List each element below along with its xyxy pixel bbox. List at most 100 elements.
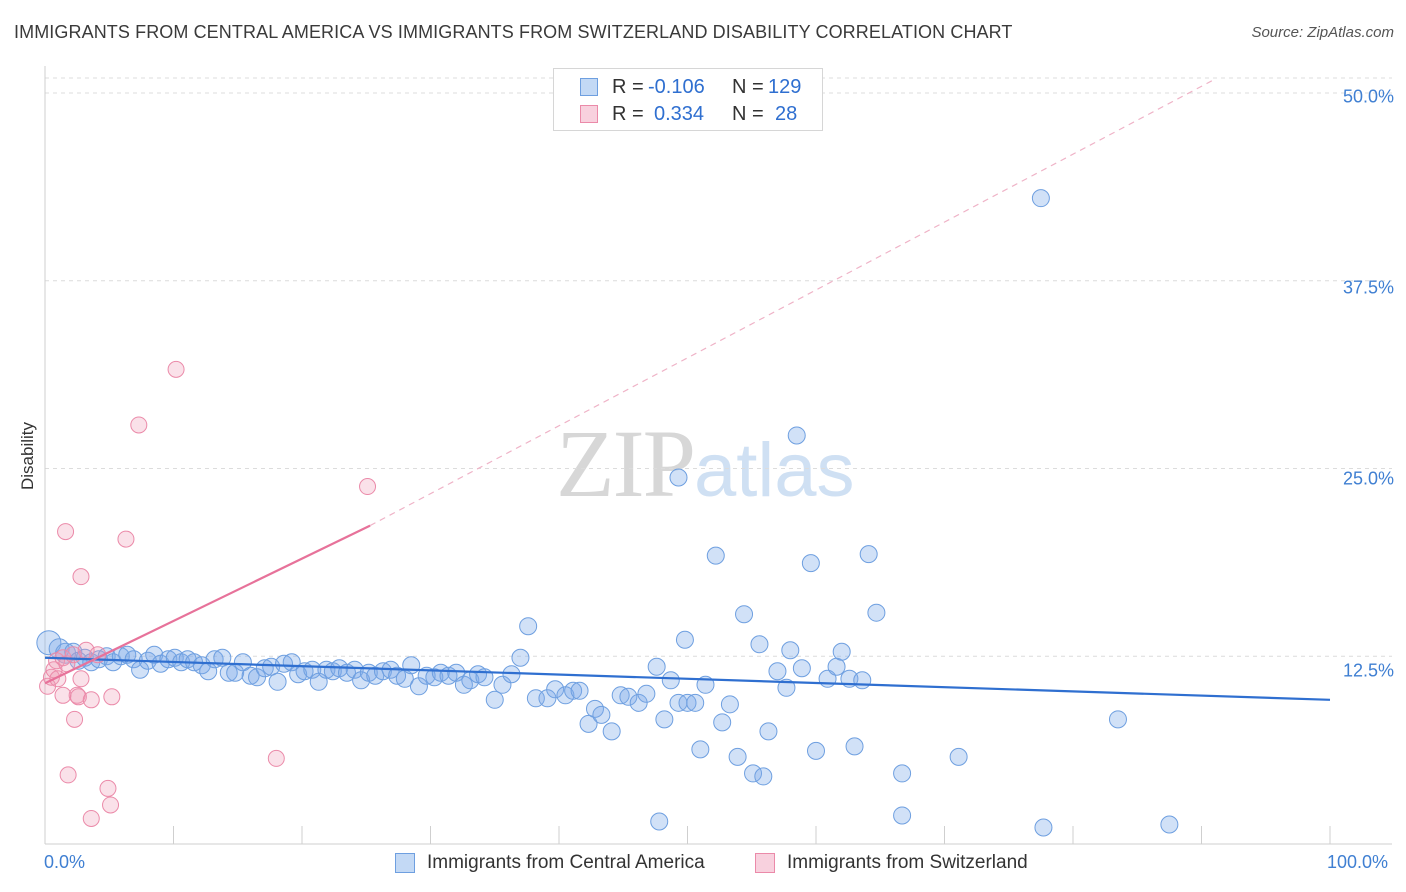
data-point-switzerland <box>69 688 87 706</box>
data-point-central-america <box>36 630 62 656</box>
data-point-central-america <box>720 695 739 714</box>
data-point-switzerland <box>167 360 185 378</box>
n-value: 28 <box>775 103 798 125</box>
n-value: 129 <box>768 76 802 98</box>
data-point-central-america <box>546 680 565 699</box>
data-point-central-america <box>519 617 538 636</box>
legend-swatch-pink <box>755 853 775 873</box>
data-point-switzerland <box>54 686 72 704</box>
data-point-central-america <box>118 645 137 664</box>
data-point-central-america <box>409 677 428 696</box>
grid-lines <box>45 77 1392 657</box>
x-tick-label: 0.0% <box>44 852 86 872</box>
legend-swatch-blue <box>580 78 598 96</box>
data-point-central-america <box>853 671 872 690</box>
data-point-central-america <box>650 812 669 831</box>
data-point-switzerland <box>72 670 90 688</box>
data-point-central-america <box>845 737 864 756</box>
data-point-central-america <box>602 722 621 741</box>
chart-title: IMMIGRANTS FROM CENTRAL AMERICA VS IMMIG… <box>14 22 1013 42</box>
data-point-switzerland <box>82 809 100 827</box>
data-point-central-america <box>691 740 710 759</box>
data-point-central-america <box>124 650 143 669</box>
data-point-central-america <box>629 693 648 712</box>
data-point-central-america <box>735 605 754 624</box>
data-point-central-america <box>777 678 796 697</box>
watermark-zip: ZIP <box>556 410 696 517</box>
data-point-central-america <box>781 641 800 660</box>
data-point-central-america <box>754 767 773 786</box>
data-point-central-america <box>655 710 674 729</box>
legend-swatch-blue <box>395 853 415 873</box>
n-label: N = <box>732 103 764 125</box>
data-point-central-america <box>493 675 512 694</box>
data-point-central-america <box>579 714 598 733</box>
data-point-switzerland <box>359 478 377 496</box>
data-point-central-america <box>373 662 392 681</box>
data-point-central-america <box>345 660 364 679</box>
data-point-central-america <box>787 426 806 445</box>
source-label: Source: ZipAtlas.com <box>1251 24 1394 41</box>
x-tick-label: 100.0% <box>1327 852 1389 872</box>
data-point-central-america <box>713 713 732 732</box>
data-point-switzerland <box>117 530 135 548</box>
data-point-central-america <box>1031 189 1050 208</box>
data-point-switzerland <box>103 688 121 706</box>
data-point-central-america <box>859 545 878 564</box>
data-point-central-america <box>792 659 811 678</box>
legend-swatch-pink <box>580 105 598 123</box>
data-point-central-america <box>807 741 825 760</box>
data-point-central-america <box>661 671 680 690</box>
data-point-central-america <box>744 764 763 783</box>
data-point-central-america <box>1108 710 1127 729</box>
data-point-central-america <box>275 654 294 673</box>
data-point-switzerland <box>66 710 84 728</box>
data-point-central-america <box>248 668 267 687</box>
trend-lines <box>44 78 1331 701</box>
data-point-central-america <box>454 675 473 694</box>
r-value: 0.334 <box>654 103 705 125</box>
data-point-central-america <box>352 671 371 690</box>
watermark-atlas: atlas <box>694 428 855 513</box>
data-point-central-america <box>728 747 747 766</box>
data-point-central-america <box>268 672 287 691</box>
data-point-switzerland <box>99 779 117 797</box>
n-label: N = <box>732 76 764 98</box>
data-point-central-america <box>485 690 504 709</box>
data-point-central-america <box>213 648 232 667</box>
r-label: R = <box>612 103 644 125</box>
data-point-switzerland <box>130 416 148 434</box>
data-point-central-america <box>402 656 421 675</box>
axes <box>44 66 1392 845</box>
data-point-central-america <box>801 554 820 573</box>
data-point-central-america <box>759 722 778 741</box>
series-central-america-points <box>36 189 1179 837</box>
data-point-central-america <box>1160 815 1179 834</box>
data-point-central-america <box>706 546 725 565</box>
data-point-central-america <box>647 657 666 676</box>
data-point-switzerland <box>102 796 120 814</box>
legend-label: Immigrants from Central America <box>427 852 705 873</box>
data-point-central-america <box>425 668 444 687</box>
data-point-central-america <box>1034 818 1053 837</box>
data-point-central-america <box>750 635 769 654</box>
data-point-central-america <box>233 653 252 672</box>
data-point-central-america <box>686 693 705 712</box>
data-point-central-america <box>317 660 336 679</box>
y-axis-label: Disability <box>18 421 37 491</box>
data-point-central-america <box>611 686 630 705</box>
watermark: ZIPatlas <box>556 408 855 519</box>
data-point-switzerland <box>57 523 75 541</box>
data-point-central-america <box>768 662 787 681</box>
data-point-central-america <box>619 687 638 706</box>
data-point-central-america <box>511 648 530 667</box>
data-point-central-america <box>893 806 912 825</box>
data-point-switzerland <box>82 691 100 709</box>
data-point-central-america <box>949 747 968 766</box>
data-point-central-america <box>592 705 611 724</box>
trend-line-switzerland <box>44 524 371 685</box>
series-switzerland-points <box>39 360 377 827</box>
data-point-switzerland <box>72 568 90 586</box>
legend-stats: R = -0.106 N = 129 R = 0.334 N = 28 <box>553 68 823 131</box>
